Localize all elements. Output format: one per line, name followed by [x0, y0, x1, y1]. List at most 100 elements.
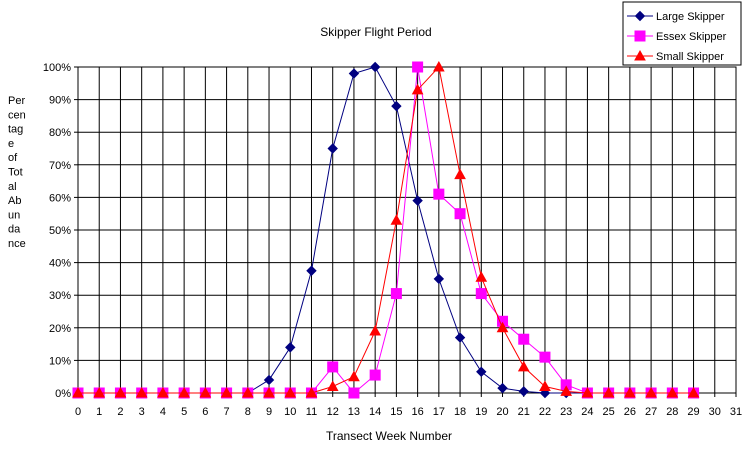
x-tick-label: 18 [454, 406, 466, 418]
series-line [78, 65, 694, 394]
x-tick-label: 30 [709, 406, 721, 418]
x-tick-label: 4 [160, 406, 166, 418]
data-point [241, 386, 254, 398]
data-point [114, 386, 127, 398]
x-tick-label: 19 [475, 406, 487, 418]
x-tick-label: 11 [306, 406, 317, 418]
series-small-skipper [72, 60, 700, 398]
data-point [263, 386, 275, 398]
y-tick-label: 40% [49, 258, 71, 270]
data-point [391, 100, 402, 112]
x-tick-label: 25 [603, 406, 615, 418]
x-tick-label: 1 [96, 406, 102, 418]
data-point [476, 366, 487, 378]
data-point [263, 374, 275, 386]
legend-label: Large Skipper [656, 11, 725, 23]
x-tick-label: 26 [624, 406, 636, 418]
data-point [497, 382, 508, 394]
y-axis-label-line: e [8, 138, 14, 150]
data-point [348, 370, 360, 382]
data-point [412, 61, 424, 73]
x-tick-label: 2 [117, 406, 123, 418]
y-axis-label-line: Ab [8, 195, 21, 207]
data-point [687, 386, 700, 398]
x-tick-label: 27 [645, 406, 657, 418]
data-point [602, 386, 615, 398]
x-tick-label: 15 [390, 406, 402, 418]
data-point [72, 386, 84, 398]
y-tick-label: 60% [49, 192, 71, 204]
data-point [454, 332, 466, 343]
y-tick-label: 0% [55, 388, 71, 400]
x-tick-label: 28 [666, 406, 678, 418]
data-point [560, 385, 573, 396]
data-point [305, 386, 318, 398]
y-axis-label-line: al [8, 181, 17, 193]
y-tick-label: 70% [49, 160, 71, 172]
x-tick-label: 5 [181, 406, 187, 418]
x-tick-label: 8 [245, 406, 251, 418]
legend-swatch-marker [634, 10, 646, 22]
x-tick-label: 17 [433, 406, 445, 418]
x-tick-label: 3 [139, 406, 145, 418]
series-group [72, 60, 700, 399]
data-point [433, 273, 445, 285]
data-point [581, 386, 594, 398]
y-tick-label: 80% [49, 127, 71, 139]
data-point [199, 386, 212, 398]
data-point [454, 168, 466, 180]
data-point [93, 386, 106, 398]
data-point [475, 271, 488, 282]
data-point [284, 386, 297, 398]
x-tick-label: 12 [327, 406, 339, 418]
data-point [432, 60, 445, 72]
x-axis-label: Transect Week Number [326, 429, 452, 443]
y-tick-label: 30% [49, 290, 71, 302]
data-point [454, 208, 466, 220]
data-point [412, 195, 423, 206]
legend-label: Small Skipper [656, 51, 724, 63]
legend: Large Skipper Essex Skipper Small Skipper [622, 1, 742, 66]
x-tick-label: 31 [730, 406, 742, 418]
data-point [624, 386, 636, 398]
data-point [178, 386, 190, 398]
x-tick-label: 29 [687, 406, 699, 418]
data-point [327, 143, 338, 154]
data-point [645, 386, 657, 398]
data-point [518, 386, 529, 397]
data-point [369, 325, 382, 336]
data-point [327, 361, 339, 373]
data-point [433, 188, 445, 200]
data-point [135, 386, 148, 398]
data-point [369, 61, 381, 73]
data-point [326, 380, 339, 391]
x-tick-label: 22 [539, 406, 551, 418]
y-axis-label-line: tag [8, 124, 23, 136]
chart-title: Skipper Flight Period [320, 25, 431, 39]
x-tick-label: 7 [224, 406, 230, 418]
data-point [348, 68, 360, 79]
data-point [411, 83, 424, 95]
data-point [348, 387, 360, 399]
y-axis-label-line: Per [8, 95, 25, 107]
y-axis-label: Per cen tag e of Tot al Ab un da nce [8, 95, 26, 250]
y-axis-label-line: da [8, 224, 21, 236]
y-axis-label-line: Tot [8, 167, 23, 179]
x-tick-label: 6 [202, 406, 208, 418]
data-point [539, 351, 551, 363]
x-tick-label: 9 [266, 406, 272, 418]
y-tick-label: 20% [49, 323, 71, 335]
data-point [475, 288, 487, 300]
y-tick-label: 10% [49, 355, 71, 367]
y-axis-label-line: nce [8, 238, 26, 250]
data-point [539, 380, 551, 391]
data-point [496, 321, 509, 333]
data-point [306, 265, 317, 276]
y-axis-label-line: un [8, 209, 20, 221]
x-tick-label: 24 [581, 406, 593, 418]
x-tick-label: 21 [518, 406, 530, 418]
y-tick-label: 50% [49, 225, 71, 237]
x-tick-label: 10 [284, 406, 296, 418]
